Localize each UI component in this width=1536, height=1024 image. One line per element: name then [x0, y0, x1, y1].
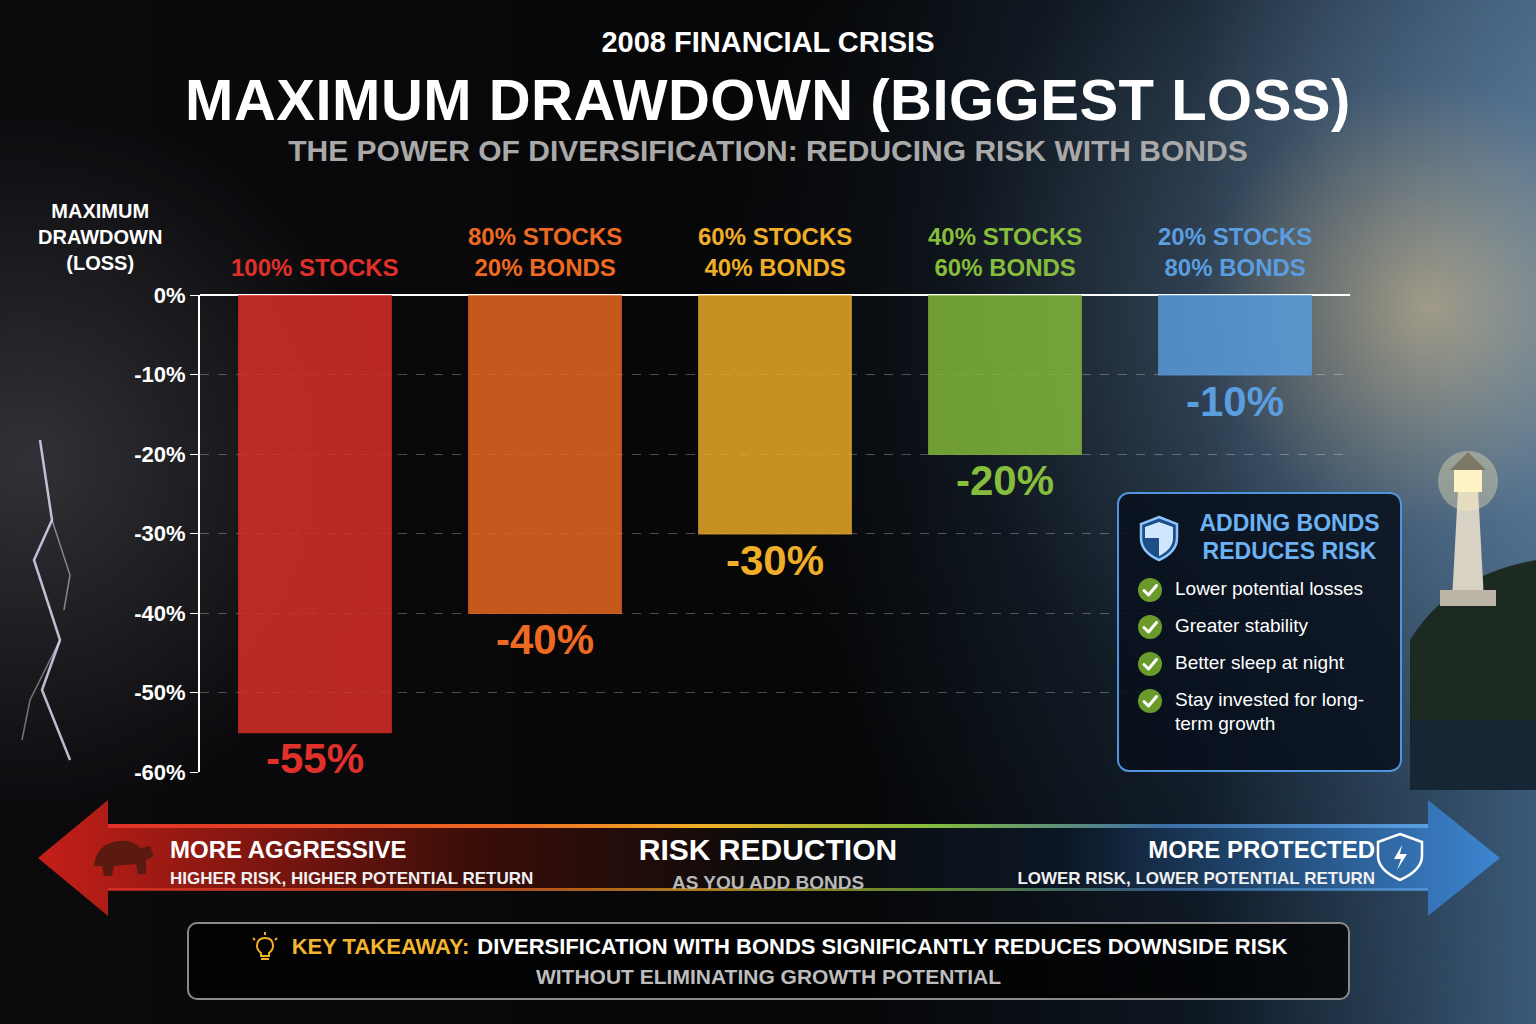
html-text:Lower potential losses: Lower potential losses — [1175, 578, 1363, 600]
svg-text:-30%: -30% — [726, 537, 824, 584]
svg-text:-20%: -20% — [956, 457, 1054, 504]
html-text:ADDING BONDS REDUCES RISK: ADDING BONDS REDUCES RISK — [1199, 510, 1380, 564]
svg-text:-40%: -40% — [134, 601, 185, 626]
html-text:2008 FINANCIAL CRISIS: 2008 FINANCIAL CRISIS — [601, 26, 935, 58]
html-text:KEY TAKEAWAY: DIVERSIFICATION: KEY TAKEAWAY: DIVERSIFICATION WITH BONDS… — [291, 934, 1288, 959]
html-text:MAXIMUM DRAWDOWN (BIGGEST LOSS: MAXIMUM DRAWDOWN (BIGGEST LOSS) — [185, 67, 1351, 132]
html-text:WITHOUT ELIMINATING GROWTH POT: WITHOUT ELIMINATING GROWTH POTENTIAL — [536, 965, 1001, 988]
html-text:Stay invested for long-term gr: Stay invested for long-term growth — [1175, 689, 1364, 734]
svg-text:20% STOCKS80% BONDS: 20% STOCKS80% BONDS — [1158, 223, 1312, 281]
svg-text:40% STOCKS60% BONDS: 40% STOCKS60% BONDS — [928, 223, 1082, 281]
svg-text:80% STOCKS20% BONDS: 80% STOCKS20% BONDS — [468, 223, 622, 281]
html-text:RISK REDUCTION: RISK REDUCTION — [638, 833, 898, 866]
svg-text:-50%: -50% — [134, 680, 185, 705]
html-text:MORE AGGRESSIVE: MORE AGGRESSIVE — [170, 836, 407, 863]
html-text:HIGHER RISK, HIGHER POTENTIAL: HIGHER RISK, HIGHER POTENTIAL RETURN — [170, 869, 534, 888]
html-text:MORE PROTECTED: MORE PROTECTED — [1148, 836, 1375, 863]
svg-text:-10%: -10% — [1186, 378, 1284, 425]
html-text:LOWER RISK, LOWER POTENTIAL RE: LOWER RISK, LOWER POTENTIAL RETURN — [1017, 869, 1375, 888]
svg-text:-30%: -30% — [134, 521, 185, 546]
svg-text:100% STOCKS: 100% STOCKS — [231, 254, 399, 281]
svg-text:-55%: -55% — [266, 735, 364, 782]
svg-text:-10%: -10% — [134, 362, 185, 387]
html-text:THE POWER OF DIVERSIFICATION:: THE POWER OF DIVERSIFICATION: REDUCING R… — [288, 134, 1248, 167]
svg-text:-60%: -60% — [134, 760, 185, 785]
html-text:AS YOU ADD BONDS: AS YOU ADD BONDS — [671, 872, 865, 893]
html-text:Greater stability: Greater stability — [1175, 615, 1308, 637]
svg-text:MAXIMUMDRAWDOWN(LOSS): MAXIMUMDRAWDOWN(LOSS) — [38, 200, 162, 274]
svg-text:-20%: -20% — [134, 442, 185, 467]
svg-text:60% STOCKS40% BONDS: 60% STOCKS40% BONDS — [698, 223, 852, 281]
html-text:Better sleep at night: Better sleep at night — [1175, 652, 1344, 674]
svg-text:-40%: -40% — [496, 616, 594, 663]
svg-text:0%: 0% — [154, 283, 186, 308]
